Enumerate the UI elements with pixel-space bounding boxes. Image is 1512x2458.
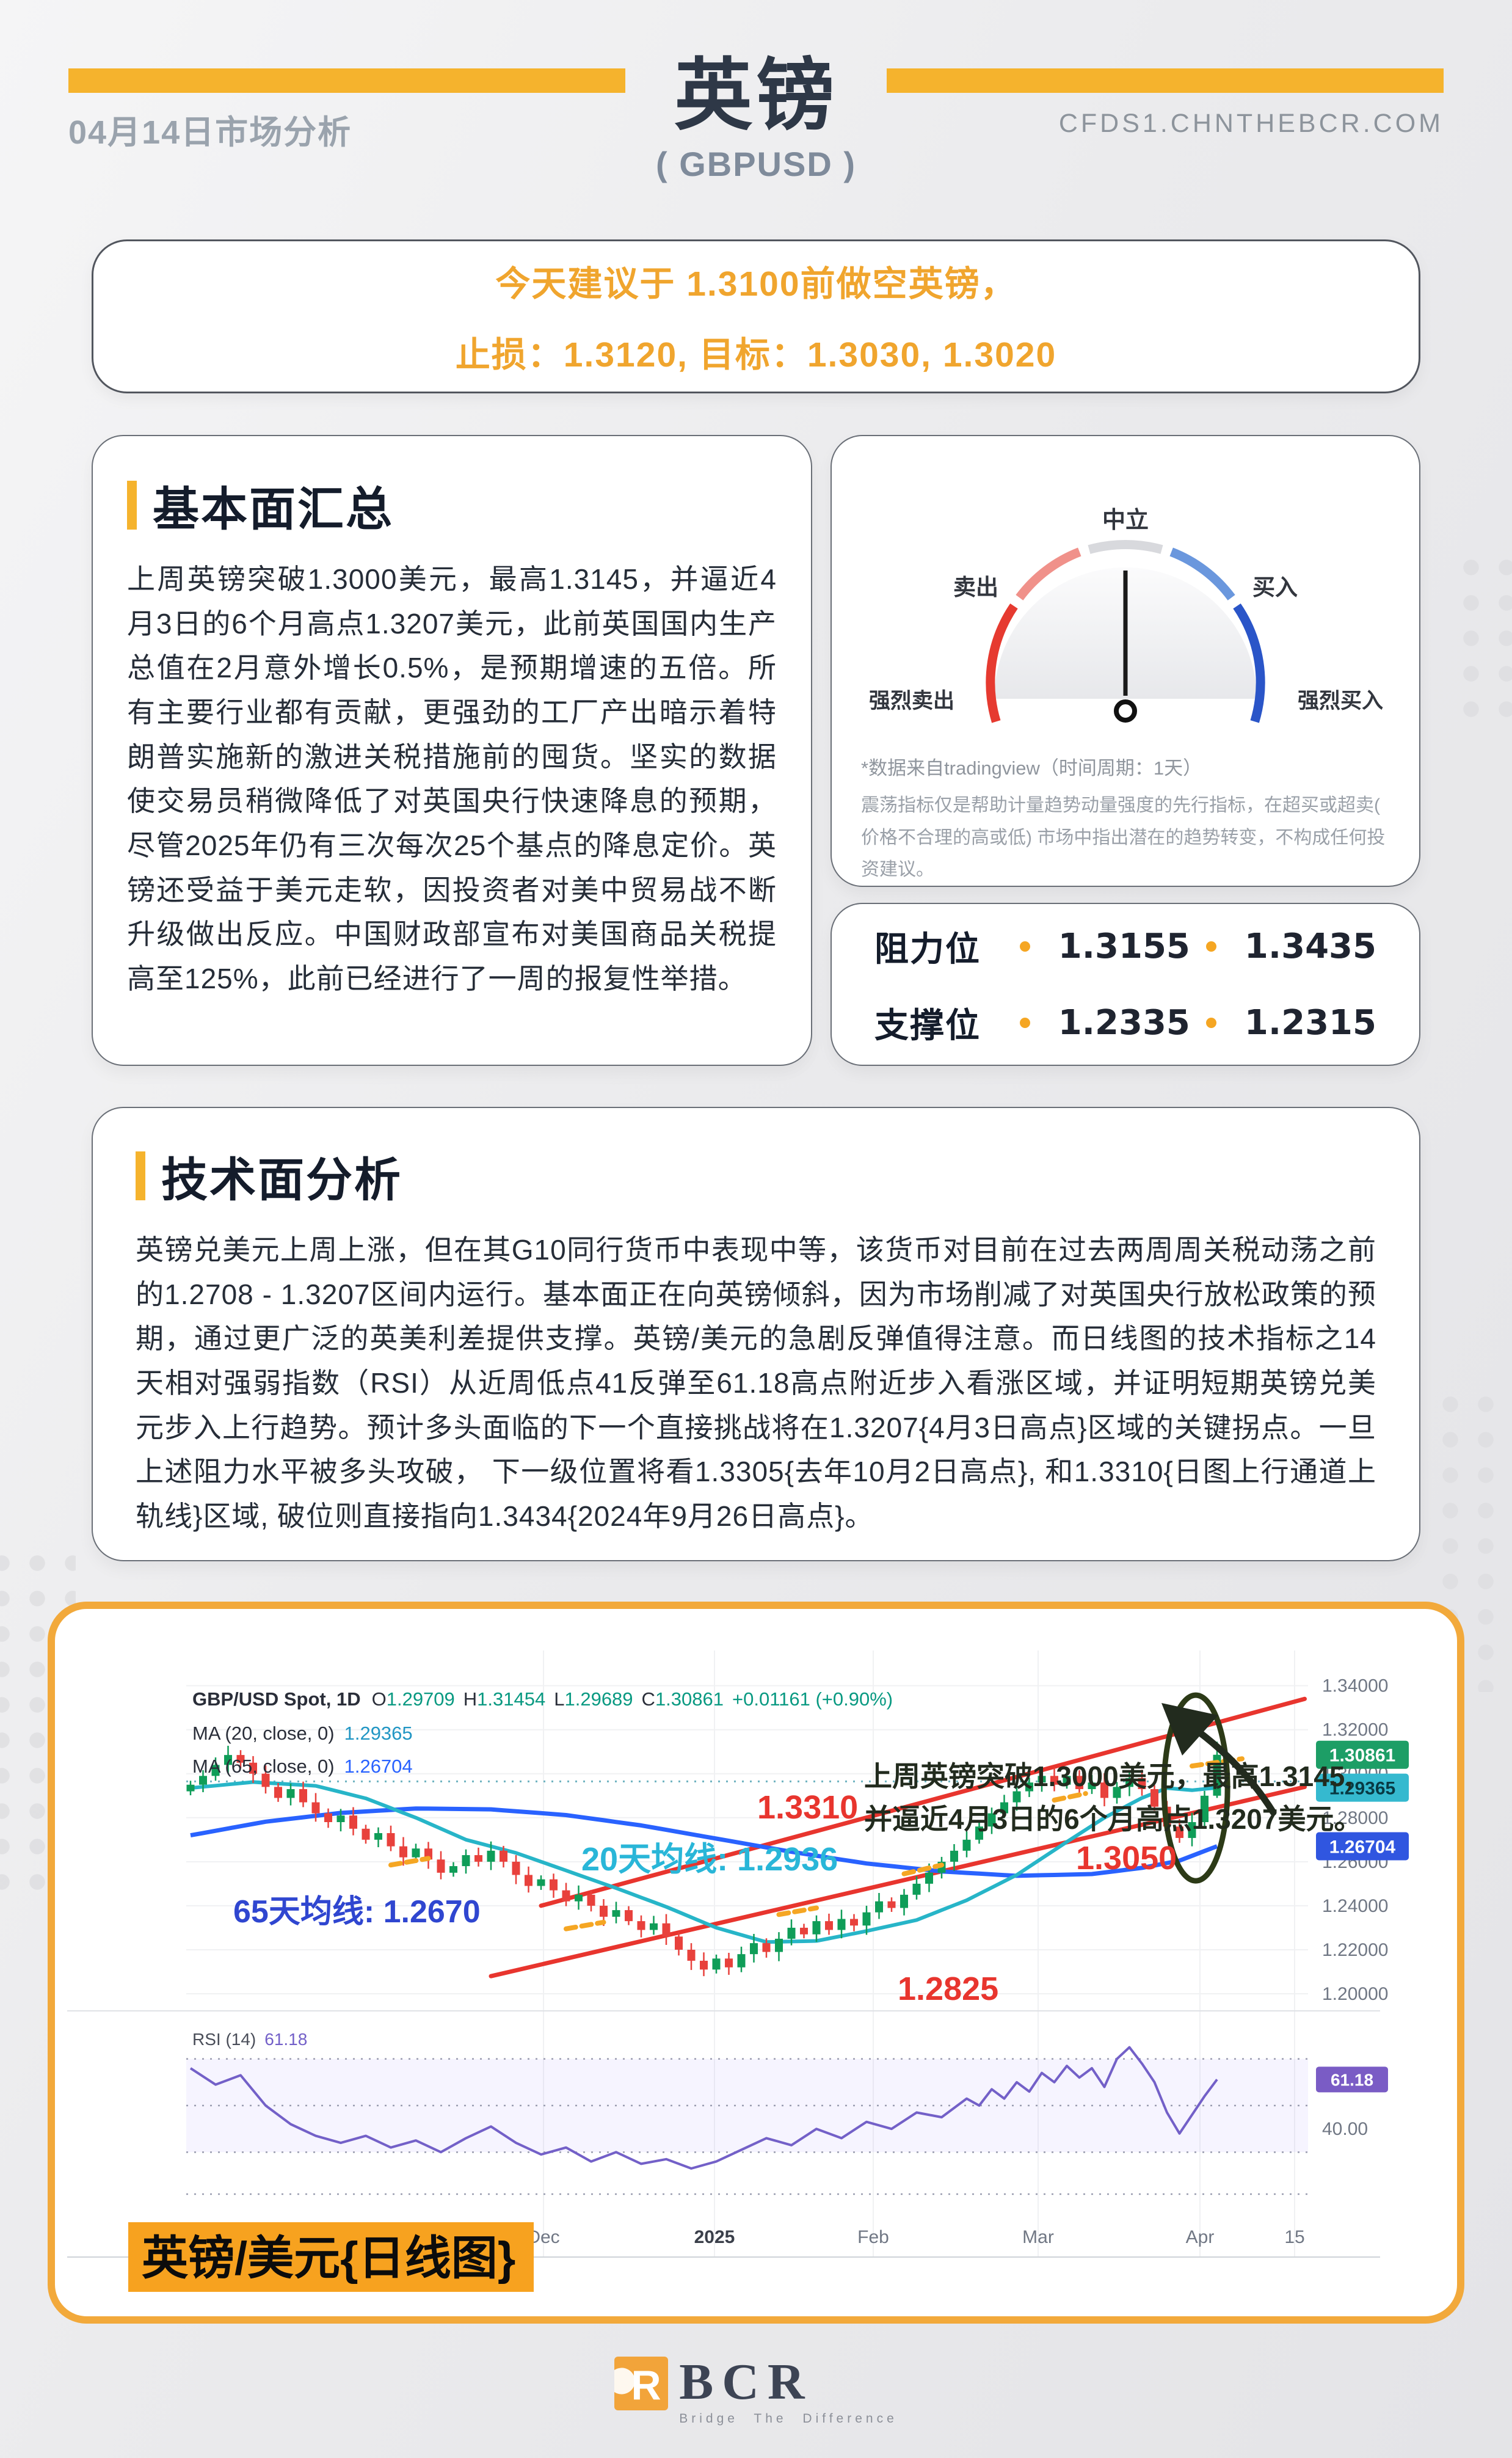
report-date-title: 04月14日市场分析: [68, 114, 352, 151]
chart-annotation-line1: 上周英镑突破1.3000美元，最高1.3145,: [864, 1760, 1353, 1792]
pair-badge: 英镑/美元{日线图}: [128, 2222, 534, 2292]
technical-body: 英镑兑美元上周上涨，但在其G10同行货币中表现中等，该货币对目前在过去两周周关税…: [136, 1234, 1376, 1533]
channel-lower-label: 1.2825: [898, 1971, 998, 2007]
gauge-label-strong-sell: 强烈卖出: [869, 689, 954, 713]
bullet-dot-icon: [1019, 1017, 1030, 1028]
page-title: 英镑: [674, 52, 838, 139]
gauge-arc-strong-sell: [986, 603, 1018, 723]
svg-text:1.30861: 1.30861: [1329, 1746, 1395, 1766]
chart-legend-ma65: MA (65, close, 0) 1.26704: [192, 1756, 413, 1777]
header-accent-bar-left: [68, 68, 625, 93]
gauge-arc-sell: [1016, 547, 1081, 600]
gauge-arc-strong-buy: [1233, 603, 1265, 723]
svg-text:1.20000: 1.20000: [1322, 1984, 1388, 2004]
trend-arrow-tail: [1188, 1723, 1277, 1816]
svg-text:Mar: Mar: [1022, 2227, 1054, 2247]
svg-text:Apr: Apr: [1186, 2227, 1215, 2247]
technical-analysis-card: 技术面分析 英镑兑美元上周上涨，但在其G10同行货币中表现中等，该货币对目前在过…: [92, 1107, 1420, 1561]
svg-text:1.26704: 1.26704: [1329, 1837, 1396, 1857]
gauge-source-note: *数据来自tradingview（时间周期：1天）: [861, 757, 1202, 779]
highlight-ellipse: [1161, 1692, 1230, 1884]
gauge-arc-buy: [1169, 547, 1235, 600]
ma65-callout: 65天均线: 1.2670: [233, 1894, 481, 1930]
resistance-row: 阻力位 1.3155 1.3435: [874, 922, 1376, 971]
gauge-label-sell: 卖出: [953, 575, 998, 600]
bullet-dot-icon: [1019, 941, 1030, 952]
chart-legend-line1: GBP/USD Spot, 1D O1.29709 H1.31454 L1.29689…: [192, 1688, 893, 1710]
trade-recommendation-box: 今天建议于 1.3100前做空英镑， 止损：1.3120, 目标：1.3030,…: [92, 239, 1420, 393]
svg-text:1.28000: 1.28000: [1322, 1808, 1388, 1828]
svg-text:1.24000: 1.24000: [1322, 1896, 1388, 1916]
recommendation-line-2: 止损：1.3120, 目标：1.3030, 1.3020: [455, 335, 1057, 374]
support-value-1: 1.2335: [1058, 1002, 1190, 1043]
gauge-label-strong-buy: 强烈买入: [1298, 689, 1383, 713]
pair-badge-label: 英镑/美元{日线图}: [142, 2233, 515, 2285]
logo-cut-shape: [614, 2368, 636, 2394]
svg-text:1.32000: 1.32000: [1322, 1720, 1388, 1740]
bullet-dot-icon: [1205, 1017, 1216, 1028]
section-accent-bar: [136, 1151, 145, 1200]
support-value-2: 1.2315: [1244, 1002, 1376, 1043]
chart-annotation-line2: 并逼近4月3日的6个月高点1.3207美元。: [864, 1803, 1362, 1835]
technical-title: 技术面分析: [161, 1154, 402, 1206]
trend-arrow-head: [1161, 1703, 1218, 1756]
header-accent-bar-right: [887, 68, 1444, 93]
svg-text:2025: 2025: [694, 2227, 735, 2247]
gauge-label-neutral: 中立: [1102, 508, 1149, 533]
gauge-pivot: [1114, 699, 1137, 723]
support-resistance-card: 阻力位 1.3155 1.3435 支撑位 1.2335 1.2315: [831, 903, 1420, 1066]
channel-mid-label: 1.3050: [1076, 1840, 1177, 1876]
bcr-tagline: Bridge The Difference: [679, 2412, 898, 2426]
resistance-value-2: 1.3435: [1244, 926, 1376, 966]
price-chart-panel: 1.340001.320001.300001.280001.260001.240…: [48, 1602, 1464, 2324]
ma20-callout: 20天均线: 1.2936: [581, 1841, 838, 1878]
gbpusd-daily-chart: 1.340001.320001.300001.280001.260001.240…: [67, 1650, 1409, 2292]
symbol-subtitle: ( GBPUSD ): [656, 145, 856, 183]
svg-text:1.22000: 1.22000: [1322, 1940, 1388, 1960]
svg-text:15: 15: [1284, 2227, 1304, 2247]
resistance-label: 阻力位: [874, 929, 981, 968]
support-row: 支撑位 1.2335 1.2315: [874, 998, 1376, 1048]
gauge-disclaimer: 震荡指标仅是帮助计量趋势动量强度的先行指标，在超买或超卖( 价格不合理的高或低)…: [861, 795, 1386, 880]
resistance-value-1: 1.3155: [1058, 926, 1190, 966]
gauge-arc: [986, 539, 1265, 723]
support-label: 支撑位: [874, 1005, 981, 1045]
gauge-label-buy: 买入: [1252, 575, 1298, 600]
chart-legend-ma20: MA (20, close, 0) 1.29365: [192, 1723, 413, 1744]
site-url: CFDS1.CHNTHEBCR.COM: [1058, 109, 1444, 138]
rsi-legend: RSI (14) 61.18: [192, 2030, 307, 2049]
bcr-logo-mark: R: [614, 2357, 669, 2410]
svg-text:40.00: 40.00: [1322, 2119, 1368, 2139]
recommendation-line-1: 今天建议于 1.3100前做空英镑，: [495, 264, 1017, 304]
sentiment-gauge-card: 中立 卖出 买入 强烈卖出 强烈买入 *数据来自tradingview（时间周期…: [831, 435, 1420, 887]
svg-text:61.18: 61.18: [1331, 2070, 1373, 2089]
footer: R BCR Bridge The Difference: [0, 2357, 1512, 2426]
sentiment-gauge: 中立 卖出 买入 强烈卖出 强烈买入: [869, 508, 1383, 723]
svg-text:1.34000: 1.34000: [1322, 1676, 1388, 1696]
section-accent-bar: [127, 481, 137, 530]
fundamental-title: 基本面汇总: [153, 484, 394, 536]
svg-text:1.29365: 1.29365: [1329, 1779, 1395, 1799]
gauge-arc-neutral: [1088, 539, 1163, 554]
halftone-dots-right-upper: [1453, 550, 1512, 733]
channel-upper-label: 1.3310: [757, 1789, 858, 1826]
logo-letter: R: [631, 2362, 661, 2409]
fundamental-body: 上周英镑突破1.3000美元，最高1.3145，并逼近4月3日的6个月高点1.3…: [127, 563, 777, 995]
fundamental-summary-card: 基本面汇总 上周英镑突破1.3000美元，最高1.3145，并逼近4月3日的6个…: [92, 435, 812, 1066]
bcr-wordmark: BCR: [679, 2354, 813, 2410]
svg-text:Feb: Feb: [857, 2227, 889, 2247]
bullet-dot-icon: [1205, 941, 1216, 952]
